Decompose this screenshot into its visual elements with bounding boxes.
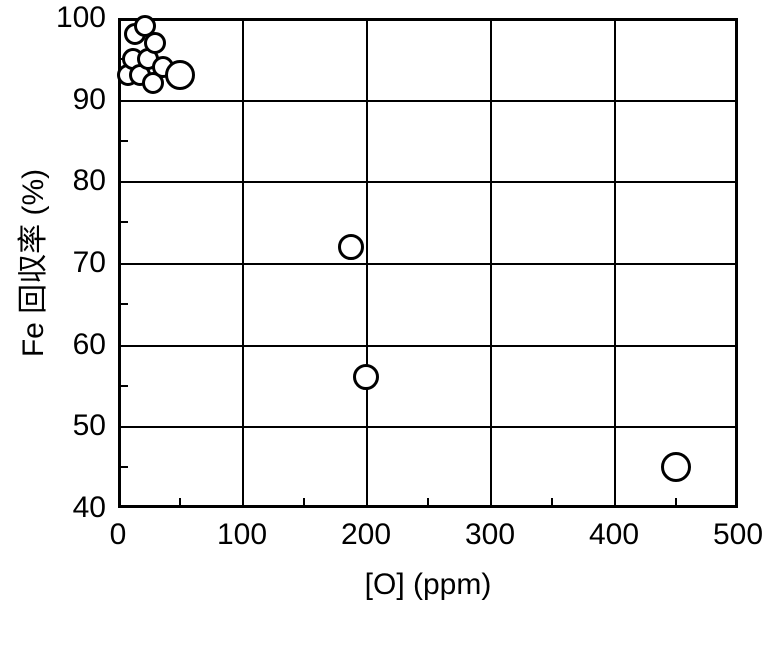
- chart-stage: { "chart": { "type": "scatter", "canvas"…: [0, 0, 784, 657]
- x-tick-label: 200: [341, 518, 391, 552]
- x-tick-label: 300: [465, 518, 515, 552]
- y-tick-label: 50: [73, 409, 106, 443]
- x-axis-label: [O] (ppm): [365, 568, 492, 602]
- gridline-horizontal: [118, 181, 738, 183]
- y-tick-label: 90: [73, 83, 106, 117]
- gridline-horizontal: [118, 426, 738, 428]
- y-minor-tick: [118, 221, 128, 223]
- x-minor-tick: [179, 498, 181, 508]
- x-tick-label: 500: [713, 518, 763, 552]
- y-minor-tick: [118, 385, 128, 387]
- y-axis-label: Fe 回収率 (%): [8, 169, 52, 357]
- gridline-horizontal: [118, 100, 738, 102]
- y-tick-label: 100: [56, 1, 106, 35]
- x-tick-label: 0: [110, 518, 127, 552]
- y-tick-label: 70: [73, 246, 106, 280]
- x-minor-tick: [303, 498, 305, 508]
- x-tick-label: 400: [589, 518, 639, 552]
- scatter-marker: [661, 452, 691, 482]
- gridline-horizontal: [118, 345, 738, 347]
- y-tick-label: 60: [73, 328, 106, 362]
- x-minor-tick: [427, 498, 429, 508]
- scatter-marker: [165, 60, 195, 90]
- y-minor-tick: [118, 140, 128, 142]
- scatter-marker: [144, 32, 166, 54]
- x-minor-tick: [675, 498, 677, 508]
- x-tick-label: 100: [217, 518, 267, 552]
- y-minor-tick: [118, 303, 128, 305]
- scatter-marker: [338, 234, 364, 260]
- y-minor-tick: [118, 466, 128, 468]
- y-tick-label: 80: [73, 164, 106, 198]
- gridline-horizontal: [118, 263, 738, 265]
- x-minor-tick: [551, 498, 553, 508]
- y-tick-label: 40: [73, 491, 106, 525]
- scatter-marker: [353, 364, 379, 390]
